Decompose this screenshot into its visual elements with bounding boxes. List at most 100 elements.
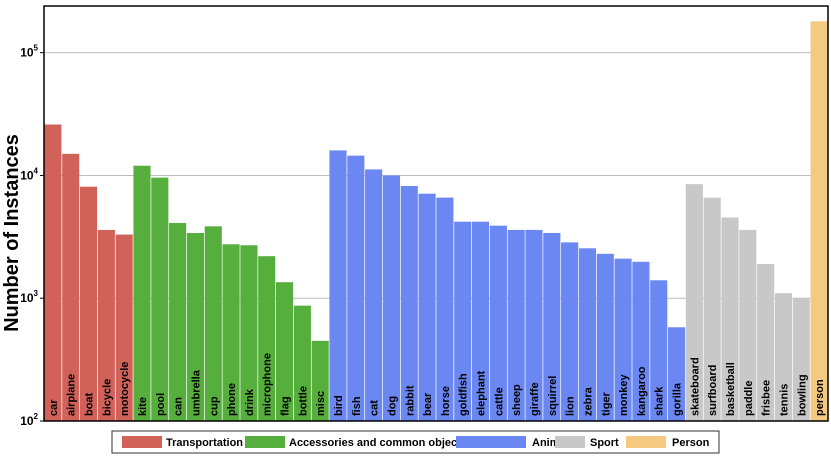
bar-can <box>169 222 187 421</box>
bar-label-motocycle: motocycle <box>119 362 131 416</box>
bar-label-bottle: bottle <box>297 386 309 416</box>
legend-swatch <box>456 436 526 448</box>
bar-label-bicycle: bicycle <box>101 379 113 416</box>
bar-zebra <box>578 248 597 421</box>
bar-bowling <box>792 298 810 421</box>
bar-cattle <box>489 225 507 421</box>
bar-label-tiger: tiger <box>600 391 612 416</box>
bar-monkey <box>614 258 632 421</box>
bar-label-shark: shark <box>654 386 666 416</box>
bar-umbrella <box>186 232 205 421</box>
bar-label-skateboard: skateboard <box>689 357 701 416</box>
bar-tiger <box>596 253 614 421</box>
bar-label-lion: lion <box>565 396 577 416</box>
bar-label-tennis: tennis <box>778 384 790 416</box>
bar-motocycle <box>115 234 133 421</box>
bar-label-elephant: elephant <box>476 370 488 416</box>
bar-label-kangaroo: kangaroo <box>636 366 648 416</box>
bar-bottle <box>293 305 311 421</box>
bar-label-frisbee: frisbee <box>761 380 773 416</box>
bar-airplane <box>62 153 80 421</box>
bar-label-sheep: sheep <box>511 384 523 416</box>
bar-skateboard <box>685 184 703 421</box>
legend: Transportation Accessories and common obj… <box>111 430 720 454</box>
bar-label-goldfish: goldfish <box>458 373 470 416</box>
bar-label-dog: dog <box>386 396 398 416</box>
legend-swatch <box>555 436 585 448</box>
bar-elephant <box>471 221 490 421</box>
legend-label: Person <box>672 437 710 449</box>
bar-car <box>44 124 62 422</box>
bar-label-bird: bird <box>333 395 345 416</box>
bar-lion <box>561 242 579 421</box>
bar-label-cat: cat <box>369 400 381 416</box>
bar-label-drink: drink <box>244 388 256 416</box>
legend-swatch <box>245 436 285 448</box>
y-tick-label: 103 <box>20 289 38 305</box>
bar-label-rabbit: rabbit <box>404 385 416 416</box>
bar-label-gorilla: gorilla <box>672 382 684 416</box>
bar-label-car: car <box>48 399 60 416</box>
bar-misc <box>311 340 329 421</box>
bar-bear <box>418 193 436 421</box>
bar-label-umbrella: umbrella <box>190 369 202 416</box>
bar-bicycle <box>97 229 115 421</box>
bar-label-phone: phone <box>226 383 238 416</box>
bar-label-zebra: zebra <box>582 386 594 416</box>
bar-label-fish: fish <box>351 396 363 416</box>
bar-frisbee <box>757 264 775 421</box>
bar-giraffe <box>525 229 543 421</box>
bar-tennis <box>774 293 793 421</box>
bar-cat <box>365 169 383 421</box>
bar-label-misc: misc <box>315 391 327 416</box>
bar-cup <box>204 226 222 421</box>
bar-dog <box>382 175 401 421</box>
legend-label: Transportation <box>166 437 243 449</box>
y-tick-label: 102 <box>20 412 38 428</box>
legend-label: Accessories and common object <box>289 437 461 449</box>
bar-paddle <box>739 229 757 421</box>
bar-horse <box>436 197 454 421</box>
bar-fish <box>347 155 365 421</box>
bar-label-can: can <box>173 397 185 416</box>
bar-label-flag: flag <box>280 396 292 416</box>
bar-label-basketball: basketball <box>725 362 737 416</box>
bar-drink <box>240 245 258 421</box>
bar-kite <box>133 165 151 421</box>
plot-frame <box>43 5 829 422</box>
bar-flag <box>275 282 294 421</box>
bar-person <box>810 21 828 422</box>
bar-microphone <box>258 256 276 421</box>
bar-label-squirrel: squirrel <box>547 376 559 416</box>
bar-kangaroo <box>632 261 650 421</box>
bar-label-microphone: microphone <box>262 353 274 416</box>
bar-label-paddle: paddle <box>743 381 755 416</box>
bar-label-giraffe: giraffe <box>529 382 541 416</box>
legend-label: Sport <box>590 437 619 449</box>
bar-boat <box>79 186 98 421</box>
bar-sheep <box>507 229 525 421</box>
bar-basketball <box>721 217 739 421</box>
y-tick-label: 105 <box>20 44 38 60</box>
bar-surfboard <box>703 197 721 421</box>
bar-gorilla <box>667 327 686 421</box>
bar-label-airplane: airplane <box>66 374 78 416</box>
bar-label-kite: kite <box>137 397 149 416</box>
y-tick-label: 104 <box>20 166 38 182</box>
bar-pool <box>151 177 169 421</box>
bar-label-boat: boat <box>84 392 96 416</box>
y-axis-label: Number of Instances <box>1 134 23 332</box>
bar-label-surfboard: surfboard <box>707 365 719 416</box>
bar-label-bowling: bowling <box>796 374 808 416</box>
bar-label-monkey: monkey <box>618 374 630 416</box>
legend-swatch <box>626 436 666 448</box>
bar-label-person: person <box>814 379 826 416</box>
bar-squirrel <box>543 232 561 421</box>
bar-label-bear: bear <box>422 392 434 416</box>
bar-bird <box>329 150 347 422</box>
axes: 102 103 104 105 <box>20 5 829 428</box>
legend-swatch <box>122 436 162 448</box>
bar-goldfish <box>454 221 472 421</box>
bar-label-cup: cup <box>208 396 220 416</box>
